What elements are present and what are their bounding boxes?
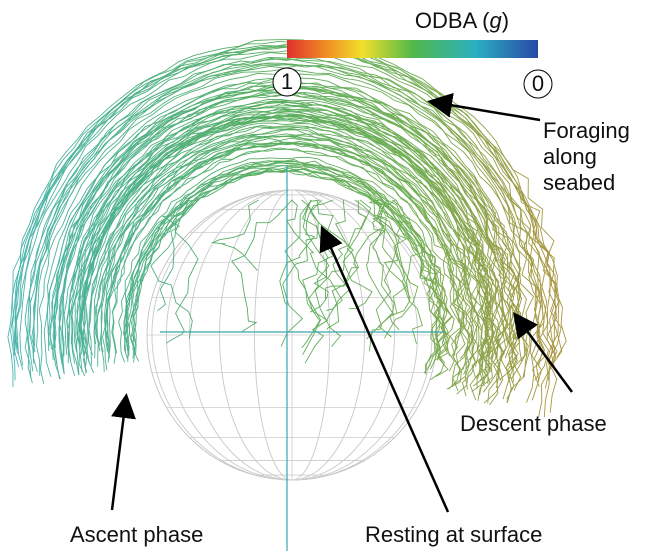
trajectory bbox=[326, 199, 385, 330]
trajectory bbox=[150, 199, 193, 339]
trajectory bbox=[31, 63, 543, 367]
annotation: Ascent phase bbox=[70, 522, 203, 547]
trajectory bbox=[24, 57, 546, 382]
trajectory bbox=[10, 40, 563, 381]
trajectory bbox=[76, 110, 493, 375]
annotation: seabed bbox=[543, 170, 615, 195]
tick-circle bbox=[523, 69, 553, 99]
annotation: Foraging bbox=[543, 118, 630, 143]
arrows bbox=[110, 92, 574, 513]
trajectory bbox=[373, 199, 423, 345]
trajectory bbox=[284, 199, 329, 364]
trajectory bbox=[73, 107, 500, 393]
colorbar-title: ODBA (g) bbox=[415, 8, 509, 33]
annotation: Resting at surface bbox=[365, 522, 542, 547]
colorbar-tick: 0 bbox=[532, 71, 544, 96]
trajectory bbox=[165, 199, 199, 344]
annotation: Descent phase bbox=[460, 411, 607, 436]
trajectory bbox=[38, 72, 535, 384]
trajectory bbox=[7, 39, 567, 388]
trajectory bbox=[106, 141, 465, 390]
trajectory bbox=[75, 109, 499, 376]
trajectory bbox=[99, 135, 475, 377]
trajectory bbox=[19, 52, 554, 366]
trajectory bbox=[78, 116, 491, 383]
trajectory bbox=[314, 199, 367, 347]
trajectory bbox=[32, 64, 540, 403]
trajectory bbox=[279, 199, 334, 306]
sphere bbox=[146, 189, 438, 481]
trajectory bbox=[157, 199, 198, 312]
trajectory bbox=[324, 199, 372, 299]
trajectory bbox=[124, 162, 449, 380]
trajectory bbox=[93, 128, 480, 390]
trajectory bbox=[96, 133, 478, 395]
trajectory bbox=[366, 199, 394, 338]
trajectory bbox=[24, 57, 549, 384]
trajectory bbox=[85, 120, 489, 392]
trajectory bbox=[71, 105, 504, 376]
trajectory bbox=[231, 199, 293, 333]
trajectory bbox=[383, 199, 411, 299]
trajectory bbox=[68, 100, 510, 404]
trajectory bbox=[285, 199, 343, 311]
trajectory bbox=[132, 168, 441, 353]
trajectory bbox=[368, 199, 400, 352]
colorbar bbox=[287, 40, 538, 58]
colorbar-tick: 1 bbox=[281, 69, 293, 94]
annotation: along bbox=[543, 144, 597, 169]
trajectory bbox=[211, 199, 259, 271]
trajectory bbox=[302, 199, 330, 356]
trajectory bbox=[122, 160, 450, 362]
trajectory bbox=[309, 199, 373, 310]
tick-circle bbox=[272, 67, 302, 97]
trajectory bbox=[130, 167, 443, 370]
trajectory bbox=[125, 163, 449, 361]
trajectory bbox=[88, 126, 485, 379]
trajectory bbox=[106, 140, 471, 388]
trajectory bbox=[79, 114, 494, 358]
trajectory bbox=[301, 199, 334, 349]
trajectory bbox=[94, 129, 479, 367]
trajectory bbox=[309, 199, 334, 313]
